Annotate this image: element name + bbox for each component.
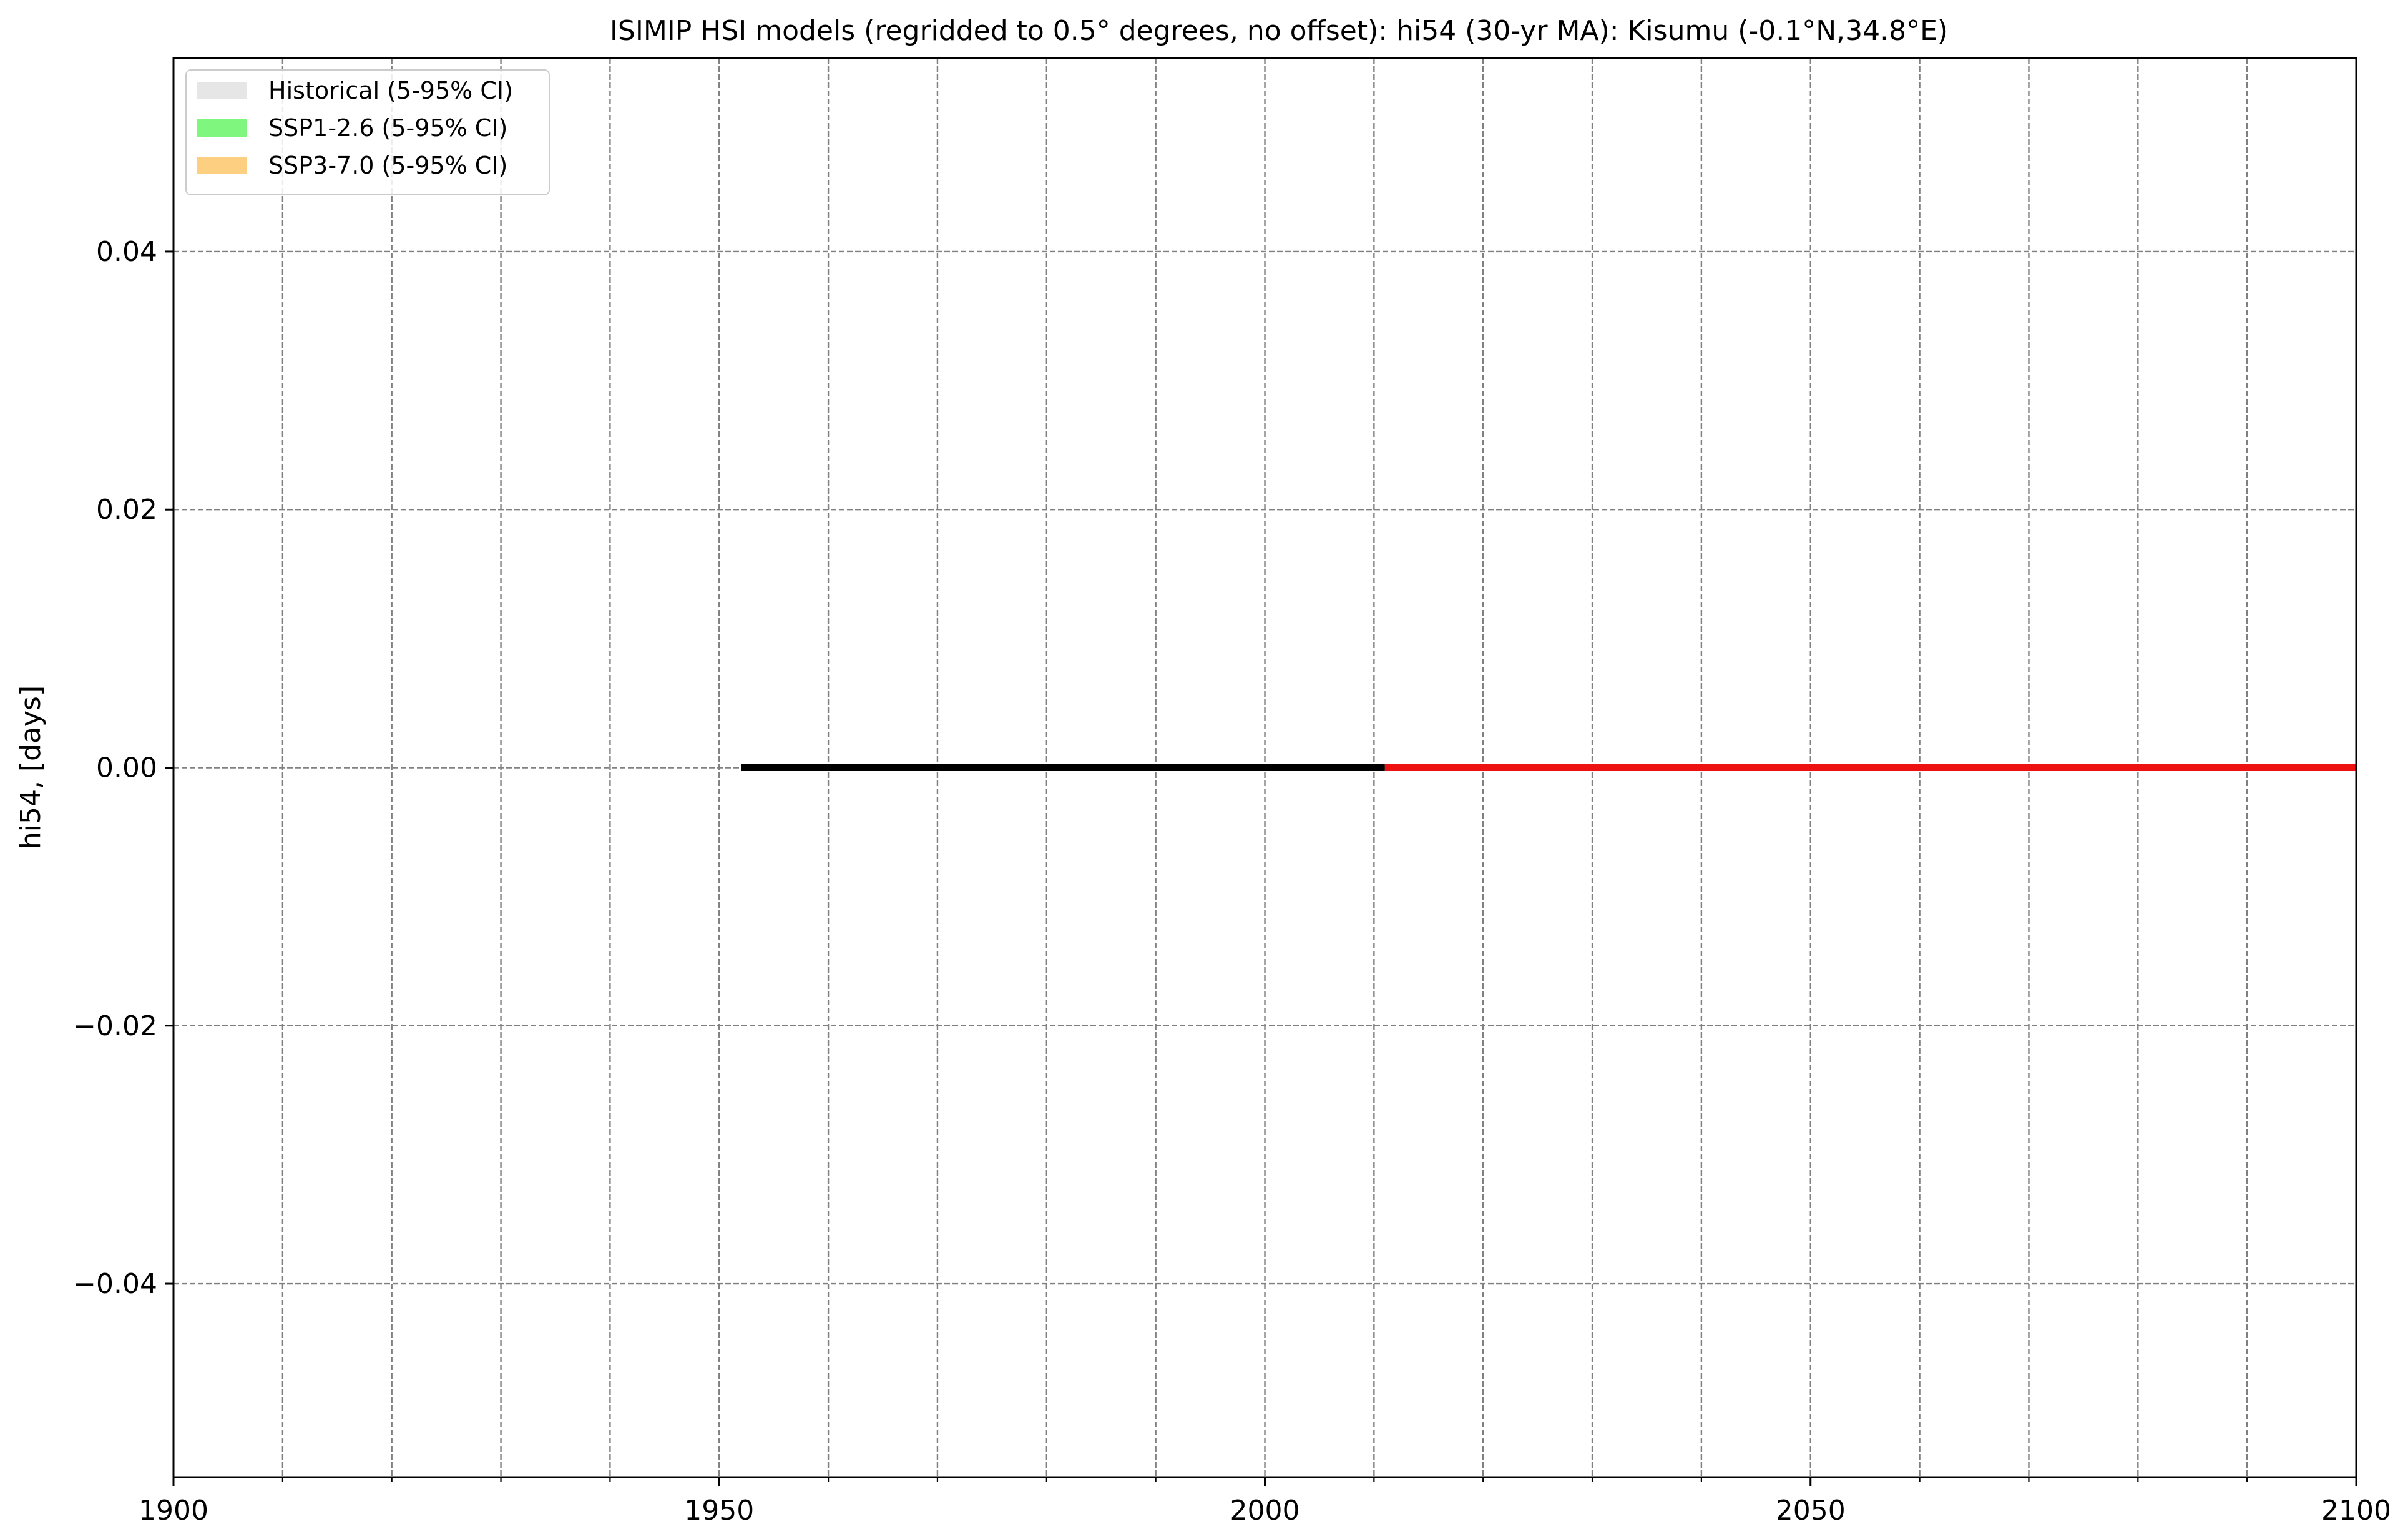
legend-label: SSP3-7.0 (5-95% CI) [268, 152, 507, 179]
legend-label: Historical (5-95% CI) [268, 77, 513, 104]
legend: Historical (5-95% CI) SSP1-2.6 (5-95% CI)… [185, 69, 550, 195]
y-axis-label: hi54, [days] [15, 686, 47, 849]
chart-title: ISIMIP HSI models (regridded to 0.5° deg… [610, 15, 1948, 47]
legend-label: SSP1-2.6 (5-95% CI) [268, 114, 507, 142]
x-tick-label: 2050 [1776, 1495, 1846, 1527]
y-tick-label: 0.00 [96, 752, 157, 784]
x-tick-label: 2100 [2321, 1495, 2391, 1527]
plot-frame [172, 57, 2357, 1478]
y-tick-label: −0.04 [73, 1268, 157, 1300]
x-tick-label: 1950 [684, 1495, 754, 1527]
y-tick-label: 0.04 [96, 236, 157, 268]
legend-box [185, 69, 550, 195]
legend-swatch [197, 82, 247, 99]
legend-swatch [197, 157, 247, 174]
y-tick-label: 0.02 [96, 494, 157, 526]
axis-ticks: 1900 1950 2000 2050 2100 −0.04 −0.02 0.00 0.02 0.… [73, 236, 2391, 1527]
x-tick-label: 1900 [139, 1495, 208, 1527]
legend-swatch [197, 119, 247, 137]
y-tick-label: −0.02 [73, 1010, 157, 1042]
x-tick-label: 2000 [1230, 1495, 1300, 1527]
